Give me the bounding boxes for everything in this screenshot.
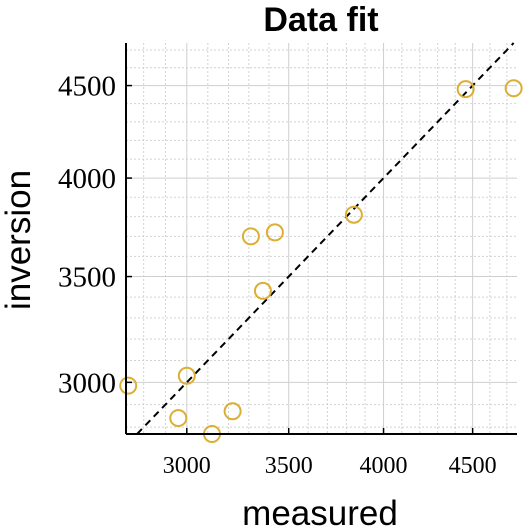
- y-tick-label: 4500: [58, 71, 116, 103]
- major-grid: [126, 43, 517, 434]
- data-point: [344, 205, 363, 224]
- data-point: [504, 79, 523, 98]
- y-tick-label: 4000: [58, 163, 116, 195]
- data-point: [177, 366, 196, 385]
- data-point: [169, 409, 188, 428]
- minor-grid: [126, 43, 517, 434]
- fit-line: [136, 42, 515, 435]
- y-tick-label: 3500: [58, 262, 116, 294]
- data-point: [265, 223, 284, 242]
- x-tick-label: 3000: [163, 453, 211, 479]
- data-point: [223, 402, 242, 421]
- y-axis-label: inversion: [0, 170, 38, 310]
- y-tick-label: 3000: [58, 367, 116, 399]
- x-tick-label: 3500: [265, 453, 313, 479]
- axes: [125, 43, 517, 435]
- fit-line-layer: [136, 42, 515, 435]
- x-tick-labels: 3000 3500 4000 4500: [163, 453, 497, 479]
- data-point: [253, 281, 272, 300]
- x-axis-label: measured: [242, 494, 398, 530]
- chart-title: Data fit: [263, 1, 378, 39]
- data-point: [241, 227, 260, 246]
- data-point: [456, 80, 475, 99]
- x-tick-label: 4500: [449, 453, 497, 479]
- x-tick-label: 4000: [360, 453, 408, 479]
- y-tick-labels: 3000 3500 4000 4500: [58, 71, 116, 400]
- data-point: [119, 376, 138, 395]
